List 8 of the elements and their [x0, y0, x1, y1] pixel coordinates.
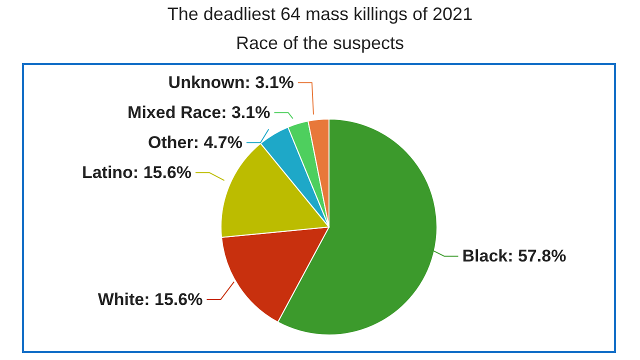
- slice-label: Unknown: 3.1%: [168, 73, 294, 92]
- slice-label: Mixed Race: 3.1%: [128, 103, 270, 122]
- slice-label: Latino: 15.6%: [82, 163, 192, 182]
- chart-title: The deadliest 64 mass killings of 2021: [166, 4, 474, 25]
- slice-label: White: 15.6%: [98, 290, 203, 309]
- chart-subtitle: Race of the suspects: [234, 33, 406, 54]
- slice-label: Black: 57.8%: [462, 246, 566, 266]
- slice-label: Other: 4.7%: [148, 133, 242, 152]
